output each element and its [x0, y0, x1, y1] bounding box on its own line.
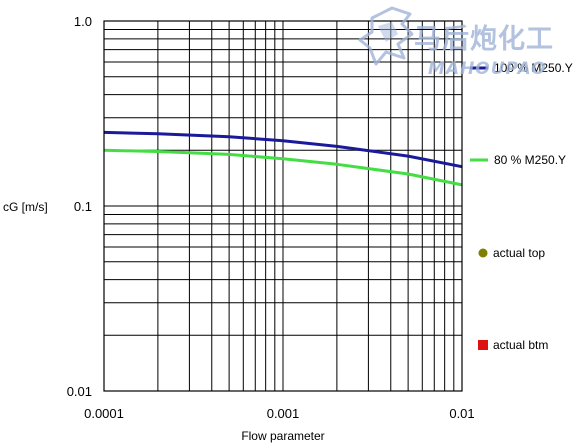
- grid-lines: [103, 21, 462, 392]
- y-axis-label: cG [m/s]: [3, 200, 48, 214]
- legend-marker-label-2: actual btm: [493, 338, 548, 352]
- legend-label-2: 80 % M250.Y: [494, 153, 566, 167]
- watermark-text: 马后炮化工: [414, 23, 554, 55]
- watermark: 马后炮化工 MAHOUPAO: [358, 6, 554, 79]
- legend-label-1: 100 % M250.Y: [494, 61, 573, 75]
- x-tick-label: 0.01: [449, 406, 474, 421]
- y-tick-labels: 0.01 0.1 1.0: [67, 14, 92, 399]
- x-tick-label: 0.0001: [84, 406, 124, 421]
- y-tick-label: 0.01: [67, 384, 92, 399]
- legend-marker-label-1: actual top: [493, 246, 545, 260]
- legend-marker-2: [478, 340, 488, 350]
- y-tick-label: 0.1: [74, 199, 92, 214]
- plot-frame: [103, 20, 463, 392]
- watermark-subtext: MAHOUPAO: [428, 59, 547, 79]
- x-tick-label: 0.001: [267, 406, 300, 421]
- watermark-logo-icon: [358, 6, 414, 66]
- legend-marker-1: [478, 248, 488, 258]
- x-axis-label: Flow parameter: [241, 429, 324, 443]
- series-layer: [103, 130, 463, 187]
- legend: 100 % M250.Y 80 % M250.Y actual top actual …: [470, 61, 573, 352]
- x-tick-labels: 0.0001 0.001 0.01: [84, 406, 475, 421]
- series-line-2: [103, 148, 463, 187]
- y-tick-label: 1.0: [74, 14, 92, 29]
- series-line-1: [103, 130, 463, 169]
